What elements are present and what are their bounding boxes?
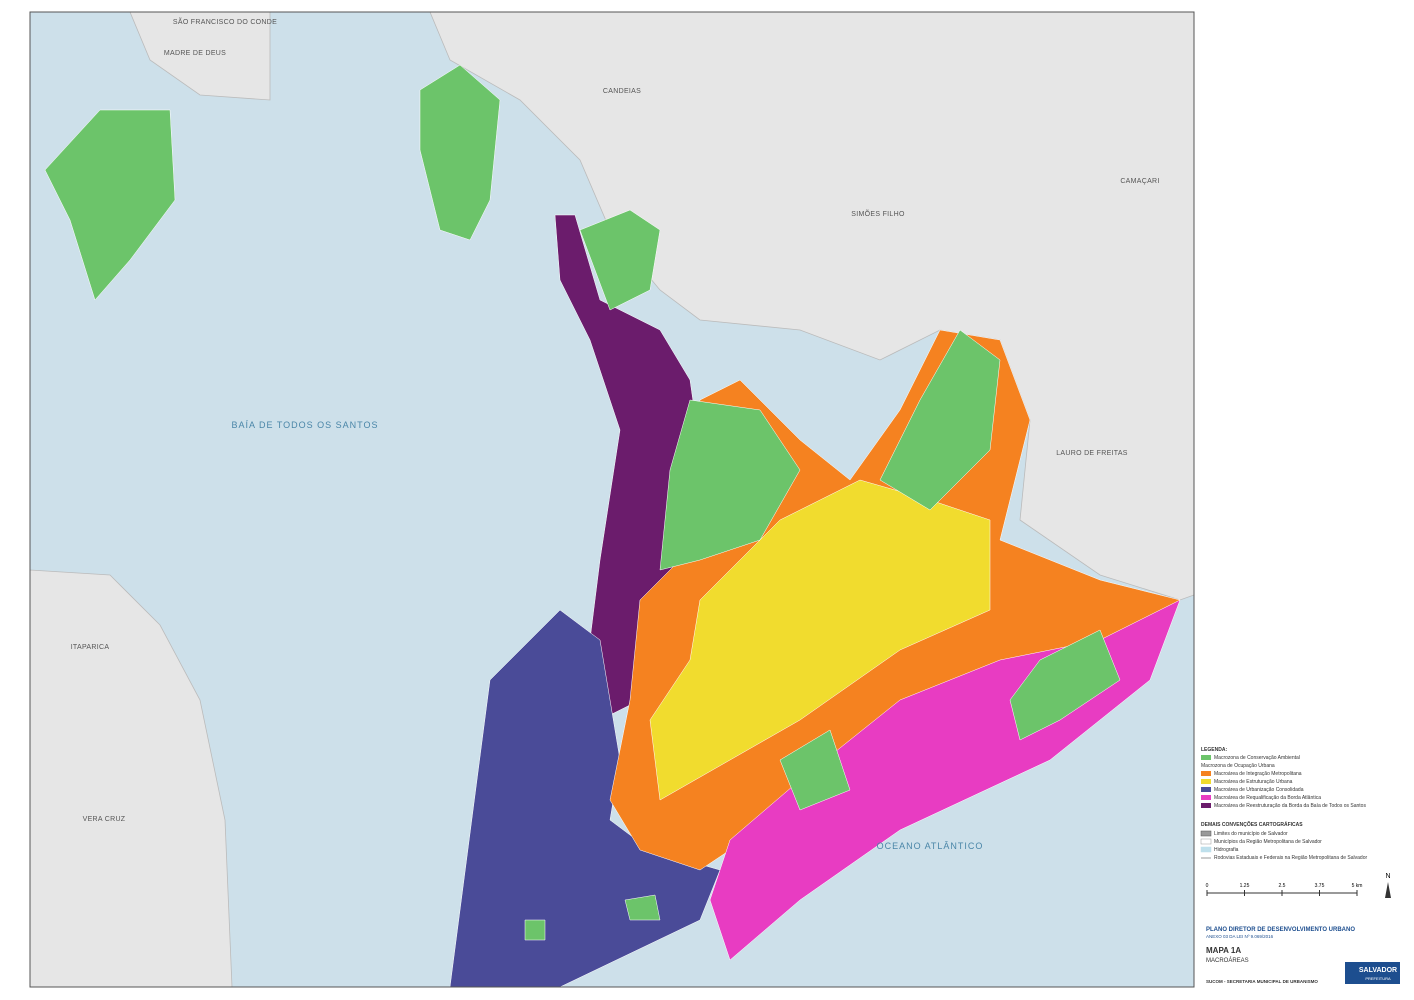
- map-subtitle: MACROÁREAS: [1206, 957, 1249, 964]
- plan-title: PLANO DIRETOR DE DESENVOLVIMENTO URBANO: [1206, 927, 1355, 933]
- legend-swatch: [1201, 771, 1211, 776]
- place-label: SIMÕES FILHO: [851, 209, 905, 218]
- zone: [649, 479, 991, 801]
- logo-box: [1345, 962, 1400, 984]
- legend-label: Macrozona de Ocupação Urbana: [1201, 763, 1275, 769]
- zone: [779, 729, 851, 811]
- map-frame: [29, 11, 1195, 988]
- title-block: PLANO DIRETOR DE DESENVOLVIMENTO URBANO …: [1206, 927, 1400, 984]
- zone: [419, 64, 501, 241]
- legend-label: Macrozona de Conservação Ambiental: [1214, 755, 1300, 761]
- legend-swatch: [1201, 755, 1211, 760]
- water-label: BAÍA DE TODOS OS SANTOS: [231, 420, 378, 430]
- place-label: LAURO DE FREITAS: [1056, 450, 1128, 457]
- convention-icon: [1200, 846, 1212, 853]
- legend-swatch: [1201, 779, 1211, 784]
- logo: SALVADOR: [1359, 967, 1397, 974]
- legend-label: Macroárea de Estruturação Urbana: [1214, 779, 1293, 785]
- zone: [579, 209, 661, 311]
- place-label: CAMAÇARI: [1120, 178, 1159, 185]
- legend-swatch: [1201, 787, 1211, 792]
- scale-label: 5 km: [1352, 883, 1363, 889]
- convention-label: Hidrografia: [1214, 847, 1239, 853]
- scale-label: 1.25: [1240, 883, 1250, 889]
- legend-label: Macroárea de Integração Metropolitana: [1214, 771, 1302, 777]
- north-arrow-icon: [1385, 882, 1391, 898]
- convention-label: Limites do município de Salvador: [1214, 831, 1288, 837]
- scale-bar: N 0 1.25 2.5 3.75 5 km: [1206, 873, 1391, 898]
- logo-sub: PREFEITURA: [1365, 976, 1391, 981]
- neighbor-land: [29, 11, 1195, 988]
- zone: [524, 919, 546, 941]
- north-arrow: N: [1385, 873, 1390, 880]
- zone: [1009, 629, 1121, 741]
- convention-label: Rodovias Estaduais e Federais na Região …: [1214, 855, 1367, 861]
- place-label: MADRE DE DEUS: [164, 50, 226, 57]
- scale-label: 0: [1206, 883, 1209, 889]
- legend-swatch: [1201, 803, 1211, 808]
- zone: [659, 399, 801, 571]
- legend-title: LEGENDA:: [1201, 747, 1227, 753]
- place-label: CANDEIAS: [603, 88, 641, 95]
- convention-icon: [1200, 838, 1212, 845]
- convention-icon: [1200, 830, 1212, 837]
- zone: [44, 109, 176, 301]
- zone: [624, 894, 661, 921]
- place-label: SÃO FRANCISCO DO CONDE: [173, 17, 277, 26]
- annex: ANEXO 03 DA LEI Nº 9.069/2016: [1206, 934, 1274, 939]
- agency: SUCOM - SECRETARIA MUNICIPAL DE URBANISM…: [1206, 979, 1318, 984]
- zone: [879, 329, 1001, 511]
- convention-label: Municípios da Região Metropolitana de Sa…: [1214, 839, 1322, 845]
- scale-label: 2.5: [1279, 883, 1286, 889]
- legend-label: Macroárea de Requalificação da Borda Atl…: [1214, 795, 1321, 801]
- place-label: VERA CRUZ: [83, 816, 126, 823]
- conventions-title: DEMAIS CONVENÇÕES CARTOGRÁFICAS: [1201, 821, 1303, 828]
- place-label: ITAPARICA: [71, 644, 110, 651]
- map-zones: [44, 64, 1181, 988]
- legend-label: Macroárea de Reestruturação da Borda da …: [1214, 803, 1366, 809]
- map-labels: SÃO FRANCISCO DO CONDE MADRE DE DEUS CAN…: [71, 17, 1160, 851]
- map-number: MAPA 1A: [1206, 946, 1241, 955]
- legend-swatch: [1201, 795, 1211, 800]
- legend: LEGENDA: DEMAIS CONVENÇÕES CARTOGRÁFICAS…: [1200, 747, 1367, 861]
- water-label: OCEANO ATLÂNTICO: [877, 841, 984, 851]
- scale-label: 3.75: [1315, 883, 1325, 889]
- legend-label: Macroárea de Urbanização Consolidada: [1214, 787, 1304, 793]
